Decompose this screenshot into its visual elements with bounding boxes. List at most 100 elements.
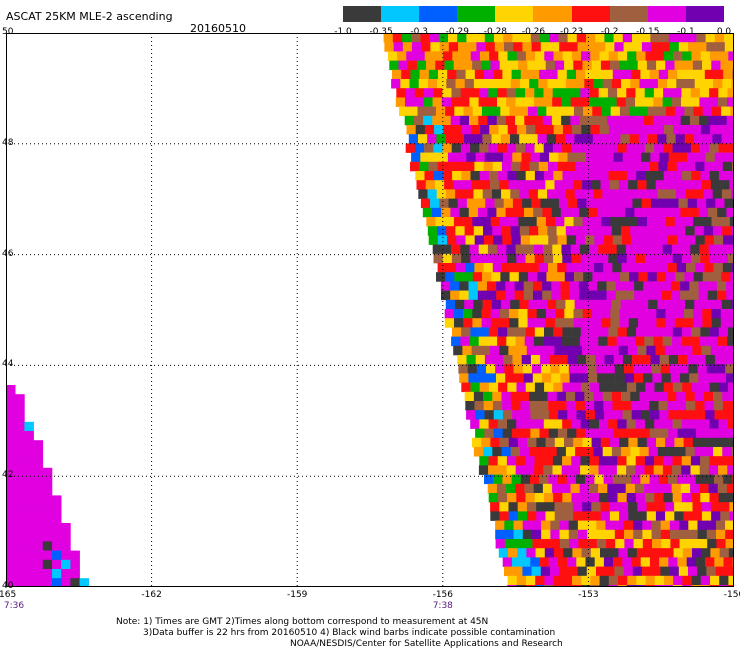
swath-cell: [588, 115, 599, 126]
swath-cell: [516, 456, 526, 466]
swath-cell: [679, 539, 690, 549]
swath-cell: [676, 401, 687, 411]
swath-cell: [468, 373, 478, 383]
swath-cell: [617, 327, 628, 337]
swath-cell: [551, 373, 561, 383]
swath-cell: [457, 355, 467, 365]
swath-cell: [566, 69, 577, 80]
swath-cell: [727, 244, 734, 255]
swath-cell: [654, 253, 664, 264]
swath-cell: [541, 364, 551, 374]
swath-cell: [717, 336, 728, 347]
swath-cell: [634, 373, 644, 383]
swath-cell: [546, 106, 556, 117]
swath-cell: [616, 465, 627, 475]
swath-cell: [512, 355, 522, 365]
swath-cell: [404, 115, 415, 126]
swath-cell: [560, 290, 571, 301]
swath-cell: [497, 419, 508, 429]
swath-cell: [713, 401, 724, 411]
swath-cell: [586, 33, 596, 43]
swath-cell: [33, 458, 44, 469]
swath-cell: [576, 33, 587, 43]
swath-cell: [707, 373, 718, 383]
swath-cell: [628, 511, 638, 521]
swath-cell: [587, 539, 598, 549]
swath-cell: [570, 115, 580, 126]
swath-cell: [626, 171, 637, 181]
swath-cell: [625, 207, 635, 218]
swath-cell: [465, 263, 475, 273]
swath-cell: [533, 336, 544, 347]
swath-cell: [427, 79, 438, 89]
swath-cell: [498, 548, 509, 558]
swath-cell: [466, 355, 476, 365]
swath-cell: [666, 272, 676, 282]
longitude-label: -165: [0, 590, 17, 600]
swath-cell: [506, 88, 517, 98]
swath-cell: [461, 51, 471, 61]
colorbar-swatch: [419, 6, 458, 22]
swath-cell: [715, 42, 726, 52]
swath-cell: [690, 97, 700, 107]
swath-cell: [717, 483, 728, 494]
swath-cell: [497, 336, 507, 347]
swath-cell: [549, 152, 559, 163]
swath-cell: [610, 272, 621, 282]
swath-cell: [706, 566, 716, 577]
swath-cell: [659, 557, 669, 567]
swath-cell: [620, 134, 630, 144]
swath-cell: [440, 281, 451, 291]
swath-cell: [672, 327, 683, 337]
swath-cell: [562, 575, 573, 586]
swath-cell: [595, 152, 605, 163]
swath-cell: [584, 263, 595, 273]
swath-cell: [665, 106, 676, 117]
swath-cell: [692, 437, 703, 448]
swath-cell: [679, 520, 689, 531]
swath-cell: [457, 152, 467, 163]
swath-cell: [569, 373, 580, 383]
swath-cell: [553, 51, 563, 61]
swath-cell: [534, 143, 544, 153]
swath-cell: [646, 511, 657, 521]
swath-cell: [61, 550, 71, 561]
swath-cell: [565, 79, 576, 89]
swath-cell: [667, 226, 677, 236]
swath-cell: [648, 447, 659, 457]
swath-cell: [446, 79, 456, 89]
swath-cell: [613, 33, 624, 43]
swath-cell: [655, 548, 665, 558]
swath-cell: [429, 33, 440, 43]
swath-cell: [61, 578, 71, 587]
swath-cell: [420, 152, 430, 163]
swath-cell: [603, 235, 613, 245]
swath-cell: [594, 401, 604, 411]
swath-cell: [512, 198, 523, 209]
swath-cell: [533, 483, 544, 494]
swath-cell: [522, 566, 532, 577]
swath-cell: [542, 483, 553, 494]
swath-cell: [662, 207, 672, 218]
swath-cell: [608, 143, 618, 153]
swath-cell: [460, 97, 470, 107]
swath-cell: [534, 253, 545, 264]
swath-cell: [711, 106, 722, 117]
swath-cell: [640, 69, 650, 80]
swath-cell: [580, 171, 591, 181]
swath-cell: [508, 437, 519, 448]
swath-cell: [415, 51, 425, 61]
swath-cell: [6, 569, 16, 579]
swath-cell: [688, 539, 699, 549]
swath-cell: [731, 391, 734, 402]
swath-cell: [711, 511, 721, 521]
swath-cell: [479, 51, 490, 61]
swath-cell: [15, 477, 25, 487]
swath-cell: [695, 235, 705, 245]
swath-cell: [712, 134, 722, 144]
swath-cell: [414, 143, 425, 153]
swath-cell: [550, 529, 560, 540]
swath-cell: [713, 263, 724, 273]
swath-cell: [536, 318, 547, 328]
colorbar-tick-label: -0.35: [369, 27, 393, 37]
